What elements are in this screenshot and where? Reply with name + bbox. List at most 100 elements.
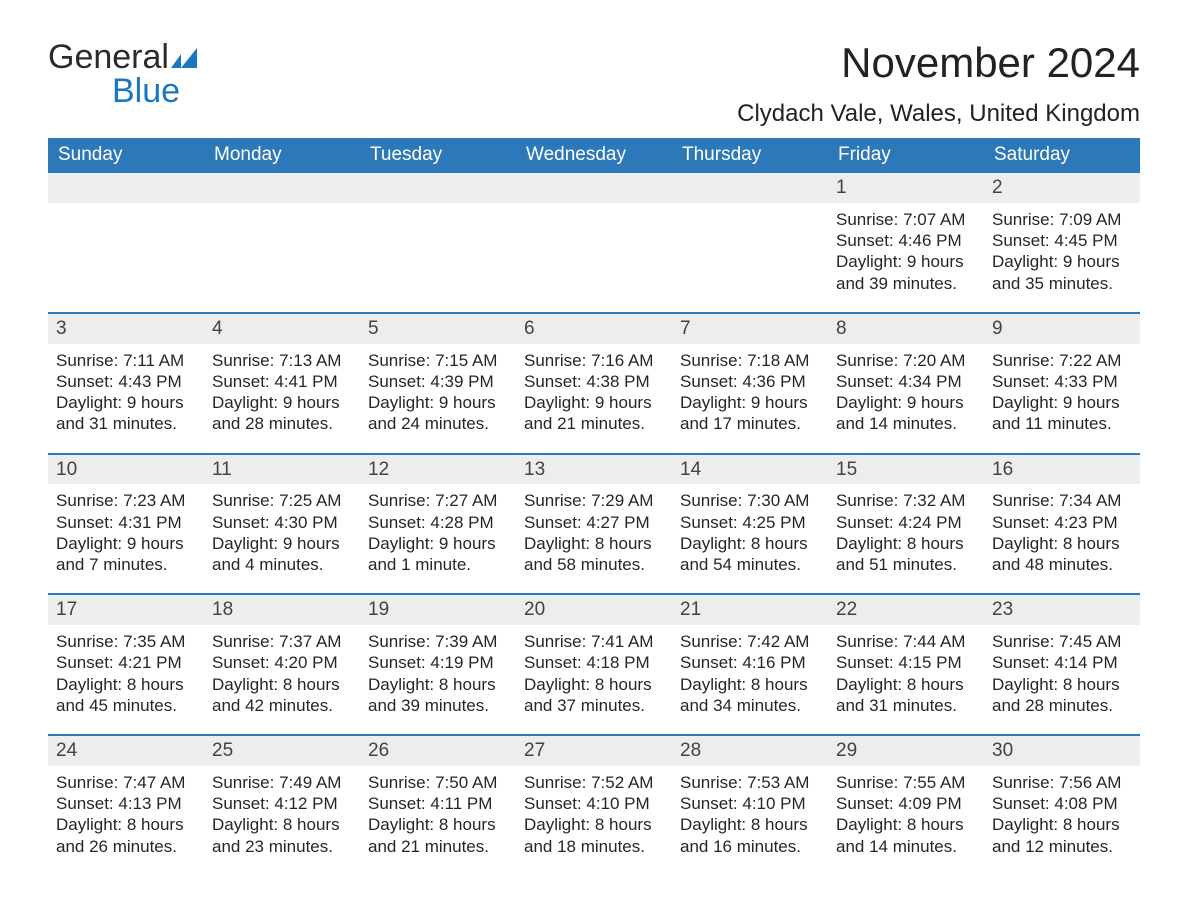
brand-text: General Blue [48,40,201,108]
daylight-line2: and 18 minutes. [524,836,664,857]
calendar-day [672,173,828,312]
sunrise-line: Sunrise: 7:27 AM [368,490,508,511]
daylight-line1: Daylight: 9 hours [524,392,664,413]
calendar-day: 20Sunrise: 7:41 AMSunset: 4:18 PMDayligh… [516,595,672,734]
sunset-line: Sunset: 4:25 PM [680,512,820,533]
sunrise-line: Sunrise: 7:49 AM [212,772,352,793]
calendar-day: 12Sunrise: 7:27 AMSunset: 4:28 PMDayligh… [360,455,516,594]
day-details: Sunrise: 7:07 AMSunset: 4:46 PMDaylight:… [828,203,984,312]
day-details: Sunrise: 7:29 AMSunset: 4:27 PMDaylight:… [516,484,672,593]
sunset-line: Sunset: 4:28 PM [368,512,508,533]
sunset-line: Sunset: 4:23 PM [992,512,1132,533]
sunrise-line: Sunrise: 7:32 AM [836,490,976,511]
daylight-line1: Daylight: 8 hours [836,533,976,554]
sunrise-line: Sunrise: 7:15 AM [368,350,508,371]
sunset-line: Sunset: 4:21 PM [56,652,196,673]
calendar-day: 23Sunrise: 7:45 AMSunset: 4:14 PMDayligh… [984,595,1140,734]
calendar-week: 17Sunrise: 7:35 AMSunset: 4:21 PMDayligh… [48,593,1140,734]
sunset-line: Sunset: 4:16 PM [680,652,820,673]
sunrise-line: Sunrise: 7:30 AM [680,490,820,511]
daylight-line1: Daylight: 8 hours [680,533,820,554]
daylight-line1: Daylight: 8 hours [992,814,1132,835]
day-number: 22 [828,595,984,625]
daylight-line1: Daylight: 8 hours [836,674,976,695]
calendar-day: 3Sunrise: 7:11 AMSunset: 4:43 PMDaylight… [48,314,204,453]
calendar-week: 1Sunrise: 7:07 AMSunset: 4:46 PMDaylight… [48,173,1140,312]
day-number: 4 [204,314,360,344]
daylight-line2: and 39 minutes. [368,695,508,716]
sunset-line: Sunset: 4:31 PM [56,512,196,533]
daylight-line2: and 21 minutes. [524,413,664,434]
calendar-day: 17Sunrise: 7:35 AMSunset: 4:21 PMDayligh… [48,595,204,734]
daylight-line2: and 24 minutes. [368,413,508,434]
day-details: Sunrise: 7:39 AMSunset: 4:19 PMDaylight:… [360,625,516,734]
day-number: 27 [516,736,672,766]
day-number [360,173,516,203]
daylight-line1: Daylight: 9 hours [212,533,352,554]
weekday-header: Sunday [48,138,204,173]
daylight-line2: and 17 minutes. [680,413,820,434]
daylight-line2: and 28 minutes. [992,695,1132,716]
sunrise-line: Sunrise: 7:55 AM [836,772,976,793]
daylight-line2: and 21 minutes. [368,836,508,857]
sunset-line: Sunset: 4:30 PM [212,512,352,533]
sunset-line: Sunset: 4:20 PM [212,652,352,673]
weekday-header: Saturday [984,138,1140,173]
daylight-line1: Daylight: 9 hours [992,392,1132,413]
daylight-line2: and 4 minutes. [212,554,352,575]
sunrise-line: Sunrise: 7:37 AM [212,631,352,652]
calendar-day: 19Sunrise: 7:39 AMSunset: 4:19 PMDayligh… [360,595,516,734]
sunrise-line: Sunrise: 7:45 AM [992,631,1132,652]
calendar-day: 7Sunrise: 7:18 AMSunset: 4:36 PMDaylight… [672,314,828,453]
day-number: 20 [516,595,672,625]
daylight-line1: Daylight: 8 hours [524,814,664,835]
calendar-day: 14Sunrise: 7:30 AMSunset: 4:25 PMDayligh… [672,455,828,594]
day-number: 29 [828,736,984,766]
calendar-day: 2Sunrise: 7:09 AMSunset: 4:45 PMDaylight… [984,173,1140,312]
daylight-line1: Daylight: 9 hours [368,392,508,413]
calendar-week: 24Sunrise: 7:47 AMSunset: 4:13 PMDayligh… [48,734,1140,875]
daylight-line2: and 45 minutes. [56,695,196,716]
sunset-line: Sunset: 4:18 PM [524,652,664,673]
sunrise-line: Sunrise: 7:56 AM [992,772,1132,793]
day-number: 17 [48,595,204,625]
day-number: 1 [828,173,984,203]
day-details: Sunrise: 7:34 AMSunset: 4:23 PMDaylight:… [984,484,1140,593]
daylight-line2: and 31 minutes. [836,695,976,716]
sunrise-line: Sunrise: 7:16 AM [524,350,664,371]
sunrise-line: Sunrise: 7:39 AM [368,631,508,652]
daylight-line1: Daylight: 8 hours [56,674,196,695]
day-number: 6 [516,314,672,344]
daylight-line1: Daylight: 8 hours [836,814,976,835]
daylight-line2: and 31 minutes. [56,413,196,434]
day-number: 3 [48,314,204,344]
calendar-day: 6 Sunrise: 7:16 AMSunset: 4:38 PMDaylight… [516,314,672,453]
day-details: Sunrise: 7:41 AMSunset: 4:18 PMDaylight:… [516,625,672,734]
sunset-line: Sunset: 4:19 PM [368,652,508,673]
day-number: 30 [984,736,1140,766]
sunrise-line: Sunrise: 7:23 AM [56,490,196,511]
sunrise-line: Sunrise: 7:34 AM [992,490,1132,511]
calendar-day: 18Sunrise: 7:37 AMSunset: 4:20 PMDayligh… [204,595,360,734]
calendar-day: 10Sunrise: 7:23 AMSunset: 4:31 PMDayligh… [48,455,204,594]
daylight-line2: and 16 minutes. [680,836,820,857]
sunset-line: Sunset: 4:43 PM [56,371,196,392]
sunset-line: Sunset: 4:10 PM [680,793,820,814]
sunrise-line: Sunrise: 7:07 AM [836,209,976,230]
daylight-line1: Daylight: 8 hours [368,674,508,695]
weekday-header: Monday [204,138,360,173]
daylight-line1: Daylight: 8 hours [992,674,1132,695]
daylight-line2: and 58 minutes. [524,554,664,575]
day-number: 19 [360,595,516,625]
weekday-header: Thursday [672,138,828,173]
sunset-line: Sunset: 4:36 PM [680,371,820,392]
calendar-day [516,173,672,312]
sunset-line: Sunset: 4:11 PM [368,793,508,814]
daylight-line2: and 42 minutes. [212,695,352,716]
sunset-line: Sunset: 4:38 PM [524,371,664,392]
day-number: 24 [48,736,204,766]
sunset-line: Sunset: 4:27 PM [524,512,664,533]
calendar-day [360,173,516,312]
day-number: 5 [360,314,516,344]
brand-logo: General Blue [48,40,201,108]
